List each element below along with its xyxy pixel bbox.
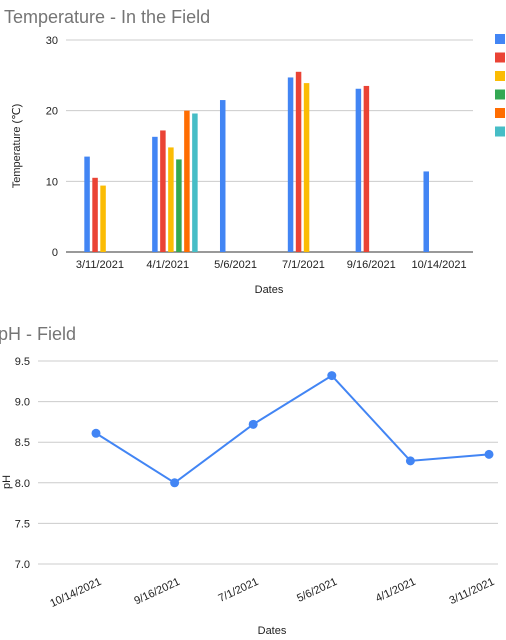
temperature-legend-swatch [495, 71, 505, 81]
temperature-x-tick-label: 10/14/2021 [412, 259, 467, 271]
temperature-bar [184, 110, 190, 253]
temperature-y-tick-label: 0 [52, 247, 58, 259]
ph-x-tick-label: 3/11/2021 [448, 576, 497, 607]
temperature-legend-swatch [495, 108, 505, 118]
temperature-bar [92, 177, 98, 252]
ph-series-line [95, 374, 490, 485]
temperature-bar [287, 77, 294, 252]
temperature-x-tick-label: 7/1/2021 [282, 259, 325, 271]
temperature-legend-swatch [495, 34, 505, 44]
ph-chart-title: pH - Field [0, 324, 76, 344]
temperature-bar [160, 130, 166, 252]
ph-y-tick-label: 9.0 [15, 397, 30, 409]
temperature-x-axis-label: Dates [255, 284, 284, 296]
ph-data-point [248, 419, 258, 429]
temperature-bar [363, 85, 370, 252]
ph-x-tick-label: 10/14/2021 [48, 576, 103, 610]
temperature-bar [84, 156, 90, 252]
temperature-y-tick-label: 10 [46, 176, 58, 188]
ph-data-point [91, 428, 101, 438]
temperature-x-tick-label: 9/16/2021 [347, 259, 396, 271]
ph-data-point [170, 478, 180, 488]
ph-y-tick-label: 8.5 [15, 437, 30, 449]
ph-x-tick-label: 7/1/2021 [217, 576, 261, 605]
ph-data-point [484, 449, 494, 459]
ph-x-tick-label: 9/16/2021 [132, 576, 181, 608]
ph-y-tick-label: 7.5 [15, 518, 30, 530]
temperature-bar [168, 147, 174, 252]
ph-chart: pH - Field 7.0 7.5 8.0 8.5 9.0 9.5 10/14/2021… [0, 324, 498, 637]
temperature-bar [219, 100, 226, 252]
ph-y-tick-label: 7.0 [15, 559, 30, 571]
ph-data-point [405, 456, 415, 466]
temperature-bar [176, 159, 182, 252]
temperature-x-tick-label: 4/1/2021 [146, 259, 189, 271]
temperature-bar [355, 88, 362, 252]
temperature-legend-swatch [495, 89, 505, 100]
ph-y-tick-label: 9.5 [15, 356, 30, 368]
temperature-chart: Temperature - In the Field 0 10 20 30 3/11/… [4, 7, 505, 296]
temperature-legend-swatch [495, 52, 505, 63]
temperature-bar [423, 171, 429, 252]
temperature-y-tick-label: 30 [46, 35, 58, 47]
temperature-chart-title: Temperature - In the Field [4, 7, 210, 27]
temperature-bar [152, 136, 158, 252]
temperature-y-tick-label: 20 [46, 106, 58, 118]
temperature-bar [100, 185, 106, 252]
temperature-legend-swatch [495, 126, 505, 137]
temperature-y-axis-label: Temperature (℃) [11, 104, 23, 189]
ph-x-tick-label: 4/1/2021 [374, 576, 418, 605]
ph-y-axis-label: pH [1, 475, 13, 489]
temperature-bar [303, 83, 310, 253]
temperature-bar [295, 71, 302, 252]
ph-x-axis-label: Dates [258, 625, 287, 637]
temperature-x-tick-label: 3/11/2021 [76, 259, 124, 271]
ph-x-tick-label: 5/6/2021 [295, 576, 339, 605]
ph-y-tick-label: 8.0 [15, 478, 30, 490]
ph-data-point [327, 371, 337, 381]
temperature-x-tick-label: 5/6/2021 [214, 259, 257, 271]
temperature-bar [192, 113, 198, 252]
